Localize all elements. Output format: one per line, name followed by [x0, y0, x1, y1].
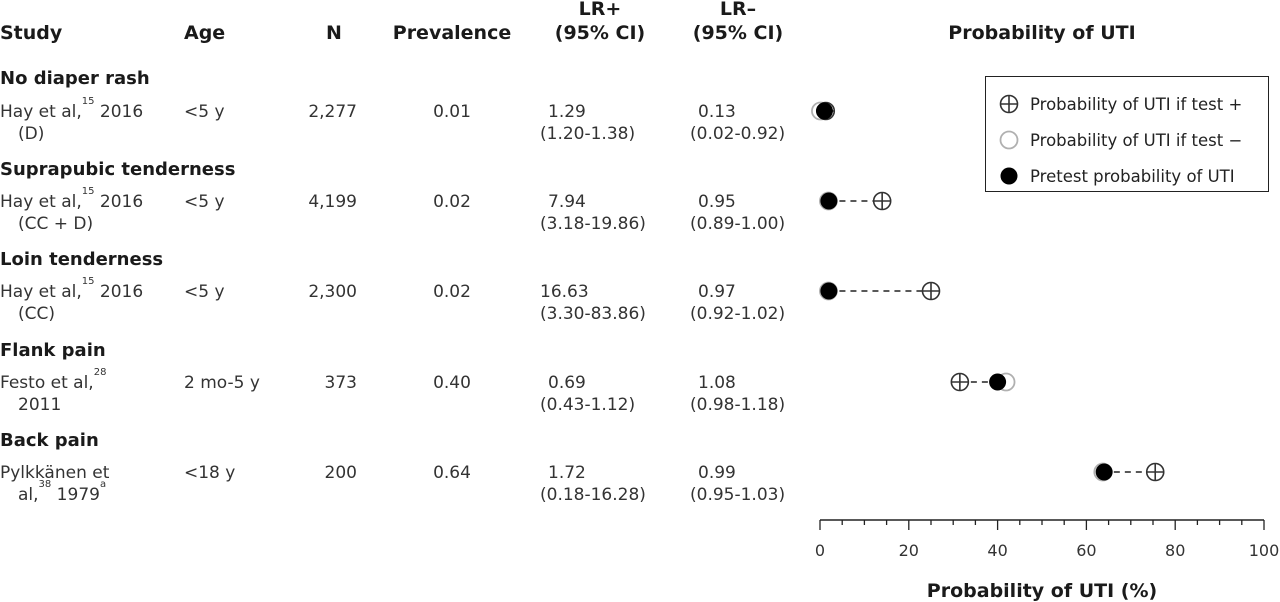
header-study: Study [0, 22, 63, 44]
x-tick-label: 0 [815, 541, 825, 560]
lr-neg-cell: 1.08 [698, 373, 736, 393]
n-cell: 2,300 [308, 282, 357, 302]
point-pretest [820, 192, 838, 210]
study-cell-line2: al,38 1979a [18, 479, 107, 505]
legend-item-pos: Probability of UTI if test + [998, 91, 1242, 117]
x-tick-label: 100 [1249, 541, 1280, 560]
age-cell: <5 y [184, 102, 225, 122]
header-n: N [326, 22, 342, 44]
lr-neg-ci-cell: (0.02-0.92) [690, 124, 786, 144]
lr-pos-cell: 1.29 [548, 102, 586, 122]
lr-pos-ci-cell: (0.43-1.12) [540, 395, 636, 415]
lr-pos-ci-cell: (3.30-83.86) [540, 304, 646, 324]
legend-label-neg: Probability of UTI if test − [1030, 130, 1243, 150]
lr-neg-ci-cell: (0.89-1.00) [690, 214, 786, 234]
study-cell-line2: (D) [18, 124, 45, 144]
circle-plus-icon [999, 94, 1019, 114]
point-pretest [1095, 463, 1113, 481]
prevalence-cell: 0.02 [433, 192, 471, 212]
point-test-positive [950, 372, 970, 392]
section-title: Flank pain [0, 340, 106, 361]
filled-circle-icon [1000, 167, 1018, 185]
x-tick-label: 60 [1076, 541, 1096, 560]
lr-pos-cell: 7.94 [548, 192, 586, 212]
prevalence-cell: 0.01 [433, 102, 471, 122]
lr-neg-cell: 0.99 [698, 463, 736, 483]
lr-neg-cell: 0.95 [698, 192, 736, 212]
study-cell-line2: 2011 [18, 395, 62, 415]
point-pretest [989, 373, 1007, 391]
n-cell: 373 [324, 373, 357, 393]
lr-neg-ci-cell: (0.92-1.02) [690, 304, 786, 324]
x-tick-label: 20 [899, 541, 919, 560]
x-axis-label: Probability of UTI (%) [926, 580, 1158, 602]
header-age: Age [184, 22, 226, 44]
legend-item-neg: Probability of UTI if test − [998, 127, 1242, 153]
age-cell: <18 y [184, 463, 236, 483]
n-cell: 4,199 [308, 192, 357, 212]
lr-pos-ci-cell: (0.18-16.28) [540, 485, 646, 505]
study-cell-line2: (CC + D) [18, 214, 94, 234]
study-cell: Hay et al,15 2016 [0, 276, 144, 302]
n-cell: 200 [324, 463, 357, 483]
point-pretest [820, 282, 838, 300]
prevalence-cell: 0.64 [433, 463, 471, 483]
section-title: No diaper rash [0, 68, 150, 89]
study-cell: Hay et al,15 2016 [0, 186, 144, 212]
point-test-positive [872, 191, 892, 211]
open-circle-icon [999, 130, 1019, 150]
lr-pos-cell: 16.63 [540, 282, 589, 302]
legend-label-pre: Pretest probability of UTI [1030, 166, 1235, 186]
lr-pos-ci-cell: (3.18-19.86) [540, 214, 646, 234]
lr-neg-ci-cell: (0.98-1.18) [690, 395, 786, 415]
x-tick-label: 40 [987, 541, 1007, 560]
age-cell: <5 y [184, 192, 225, 212]
n-cell: 2,277 [308, 102, 357, 122]
header-prevalence: Prevalence [392, 22, 512, 44]
header-lr-pos: LR+ [578, 0, 622, 20]
point-test-positive [1145, 462, 1165, 482]
section-title: Suprapubic tenderness [0, 159, 236, 180]
lr-neg-cell: 0.97 [698, 282, 736, 302]
study-cell: Hay et al,15 2016 [0, 96, 144, 122]
lr-pos-cell: 0.69 [548, 373, 586, 393]
header-lr-pos-ci: (95% CI) [554, 22, 646, 44]
header-lr-neg-ci: (95% CI) [692, 22, 784, 44]
lr-neg-ci-cell: (0.95-1.03) [690, 485, 786, 505]
header-lr-neg: LR– [719, 0, 757, 20]
section-title: Loin tenderness [0, 249, 164, 270]
study-cell: Festo et al,28 [0, 367, 107, 393]
prevalence-cell: 0.02 [433, 282, 471, 302]
lr-pos-ci-cell: (1.20-1.38) [540, 124, 636, 144]
legend-label-pos: Probability of UTI if test + [1030, 94, 1243, 114]
section-title: Back pain [0, 430, 99, 451]
study-cell: Pylkkänen et [0, 463, 110, 483]
age-cell: <5 y [184, 282, 225, 302]
prevalence-cell: 0.40 [433, 373, 471, 393]
study-cell-line2: (CC) [18, 304, 56, 324]
point-pretest [815, 102, 833, 120]
lr-pos-cell: 1.72 [548, 463, 586, 483]
point-test-positive [921, 281, 941, 301]
age-cell: 2 mo-5 y [184, 373, 260, 393]
x-tick-label: 80 [1165, 541, 1185, 560]
header-plot: Probability of UTI [948, 22, 1136, 44]
lr-neg-cell: 0.13 [698, 102, 736, 122]
legend: Probability of UTI if test + Probability… [985, 76, 1269, 192]
legend-item-pre: Pretest probability of UTI [998, 163, 1235, 189]
